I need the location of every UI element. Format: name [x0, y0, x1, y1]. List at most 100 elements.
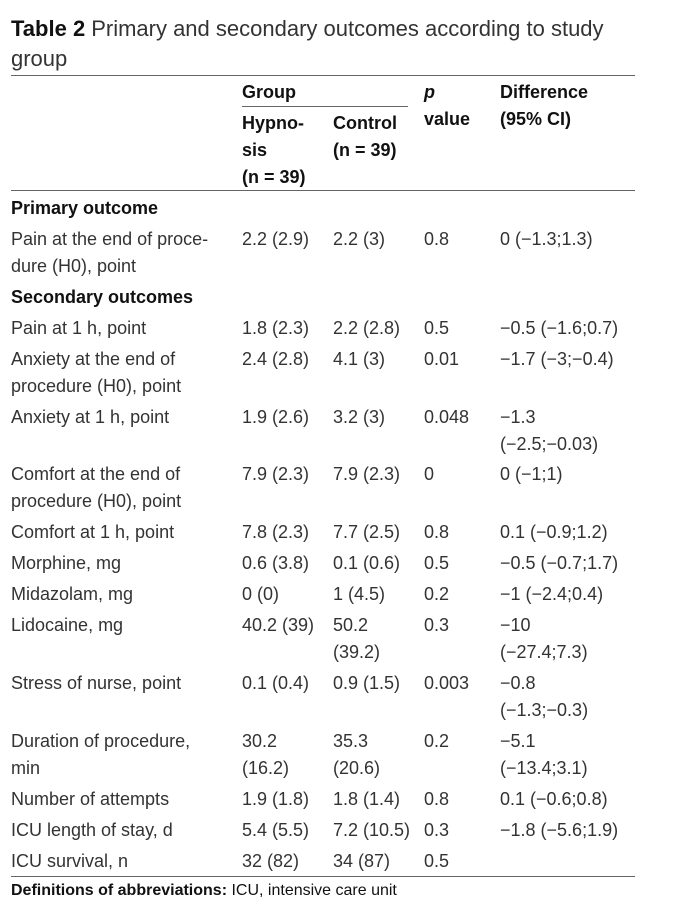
control-value: 0.1 (0.6) [333, 553, 401, 573]
hypnosis-value: (16.2) [242, 758, 290, 778]
difference-value: 0.1 (−0.9;1.2) [500, 522, 608, 542]
hypnosis-value: 7.8 (2.3) [242, 522, 310, 542]
hypnosis-value: 2.2 (2.9) [242, 229, 310, 249]
footnote-lead: Definitions of abbreviations: [11, 882, 228, 899]
p-value: 0.2 [424, 731, 450, 751]
group-header: Group [242, 82, 296, 102]
group-underline [242, 106, 408, 107]
row-label: Anxiety at 1 h, point [11, 407, 170, 427]
hypnosis-value: 7.9 (2.3) [242, 464, 310, 484]
hypnosis-header-1: Hypno- [242, 113, 304, 133]
difference-value: −0.8 [500, 673, 536, 693]
hypnosis-value: 1.9 (2.6) [242, 407, 310, 427]
p-value: 0.5 [424, 851, 450, 871]
p-value: 0.2 [424, 584, 450, 604]
bottom-rule [11, 876, 635, 877]
control-value: 4.1 (3) [333, 349, 386, 369]
section-primary: Primary outcome [11, 198, 159, 218]
p-value: 0.8 [424, 522, 450, 542]
hypnosis-value: 0.1 (0.4) [242, 673, 310, 693]
p-header-1: p [424, 82, 435, 102]
row-label: Pain at 1 h, point [11, 318, 147, 338]
control-value: (39.2) [333, 642, 381, 662]
hypnosis-value: 40.2 (39) [242, 615, 315, 635]
row-label: Number of attempts [11, 789, 170, 809]
difference-header-2: (95% CI) [500, 109, 572, 129]
section-secondary: Secondary outcomes [11, 287, 194, 307]
control-value: 7.9 (2.3) [333, 464, 401, 484]
p-value: 0.003 [424, 673, 470, 693]
hypnosis-value: 0.6 (3.8) [242, 553, 310, 573]
p-value: 0 [424, 464, 435, 484]
row-label: Duration of procedure, [11, 731, 191, 751]
difference-value: (−27.4;7.3) [500, 642, 588, 662]
difference-value: 0 (−1;1) [500, 464, 563, 484]
row-label: ICU length of stay, d [11, 820, 173, 840]
row-label: procedure (H0), point [11, 376, 182, 396]
row-label: Stress of nurse, point [11, 673, 182, 693]
control-header-2: (n = 39) [333, 140, 397, 160]
control-header-1: Control [333, 113, 397, 133]
table-caption: Table 2 Primary and secondary outcomes ac… [11, 14, 641, 74]
row-label: ICU survival, n [11, 851, 129, 871]
hypnosis-value: 1.8 (2.3) [242, 318, 310, 338]
control-value: 1 (4.5) [333, 584, 386, 604]
row-label: Comfort at the end of [11, 464, 181, 484]
table-label: Table 2 [11, 16, 86, 41]
row-label: Morphine, mg [11, 553, 122, 573]
p-value: 0.3 [424, 820, 450, 840]
difference-value: (−2.5;−0.03) [500, 434, 599, 454]
row-label: Comfort at 1 h, point [11, 522, 175, 542]
top-rule [11, 75, 635, 76]
table-title: Primary and secondary outcomes according… [11, 16, 604, 71]
p-value: 0.3 [424, 615, 450, 635]
hypnosis-header-3: (n = 39) [242, 167, 306, 187]
hypnosis-value: 5.4 (5.5) [242, 820, 310, 840]
control-value: 2.2 (3) [333, 229, 386, 249]
control-value: 2.2 (2.8) [333, 318, 401, 338]
p-value: 0.8 [424, 229, 450, 249]
difference-value: 0 (−1.3;1.3) [500, 229, 593, 249]
row-label: Anxiety at the end of [11, 349, 176, 369]
difference-value: 0.1 (−0.6;0.8) [500, 789, 608, 809]
difference-value: −0.5 (−0.7;1.7) [500, 553, 619, 573]
p-value: 0.048 [424, 407, 470, 427]
row-label: dure (H0), point [11, 256, 137, 276]
difference-value: −0.5 (−1.6;0.7) [500, 318, 619, 338]
header-rule [11, 190, 635, 191]
control-value: 3.2 (3) [333, 407, 386, 427]
p-value: 0.5 [424, 318, 450, 338]
row-label: min [11, 758, 41, 778]
row-label: procedure (H0), point [11, 491, 182, 511]
table-footnote: Definitions of abbreviations: ICU, inten… [11, 880, 397, 902]
hypnosis-value: 1.9 (1.8) [242, 789, 310, 809]
control-value: 35.3 [333, 731, 369, 751]
p-value: 0.5 [424, 553, 450, 573]
p-value: 0.8 [424, 789, 450, 809]
hypnosis-value: 0 (0) [242, 584, 280, 604]
control-value: 50.2 [333, 615, 369, 635]
hypnosis-value: 32 (82) [242, 851, 300, 871]
difference-value: (−1.3;−0.3) [500, 700, 589, 720]
control-value: 34 (87) [333, 851, 391, 871]
difference-value: −10 [500, 615, 531, 635]
control-value: 7.7 (2.5) [333, 522, 401, 542]
difference-header-1: Difference [500, 82, 589, 102]
row-label: Pain at the end of proce- [11, 229, 209, 249]
control-value: (20.6) [333, 758, 381, 778]
p-header-2: value [424, 109, 471, 129]
difference-value: −1 (−2.4;0.4) [500, 584, 604, 604]
row-label: Midazolam, mg [11, 584, 134, 604]
control-value: 0.9 (1.5) [333, 673, 401, 693]
p-value: 0.01 [424, 349, 460, 369]
footnote-text: ICU, intensive care unit [231, 882, 397, 899]
difference-value: −1.7 (−3;−0.4) [500, 349, 614, 369]
hypnosis-header-2: sis [242, 140, 268, 160]
hypnosis-value: 30.2 [242, 731, 278, 751]
hypnosis-value: 2.4 (2.8) [242, 349, 310, 369]
difference-value: (−13.4;3.1) [500, 758, 588, 778]
difference-value: −5.1 [500, 731, 536, 751]
row-label: Lidocaine, mg [11, 615, 124, 635]
control-value: 1.8 (1.4) [333, 789, 401, 809]
difference-value: −1.8 (−5.6;1.9) [500, 820, 619, 840]
